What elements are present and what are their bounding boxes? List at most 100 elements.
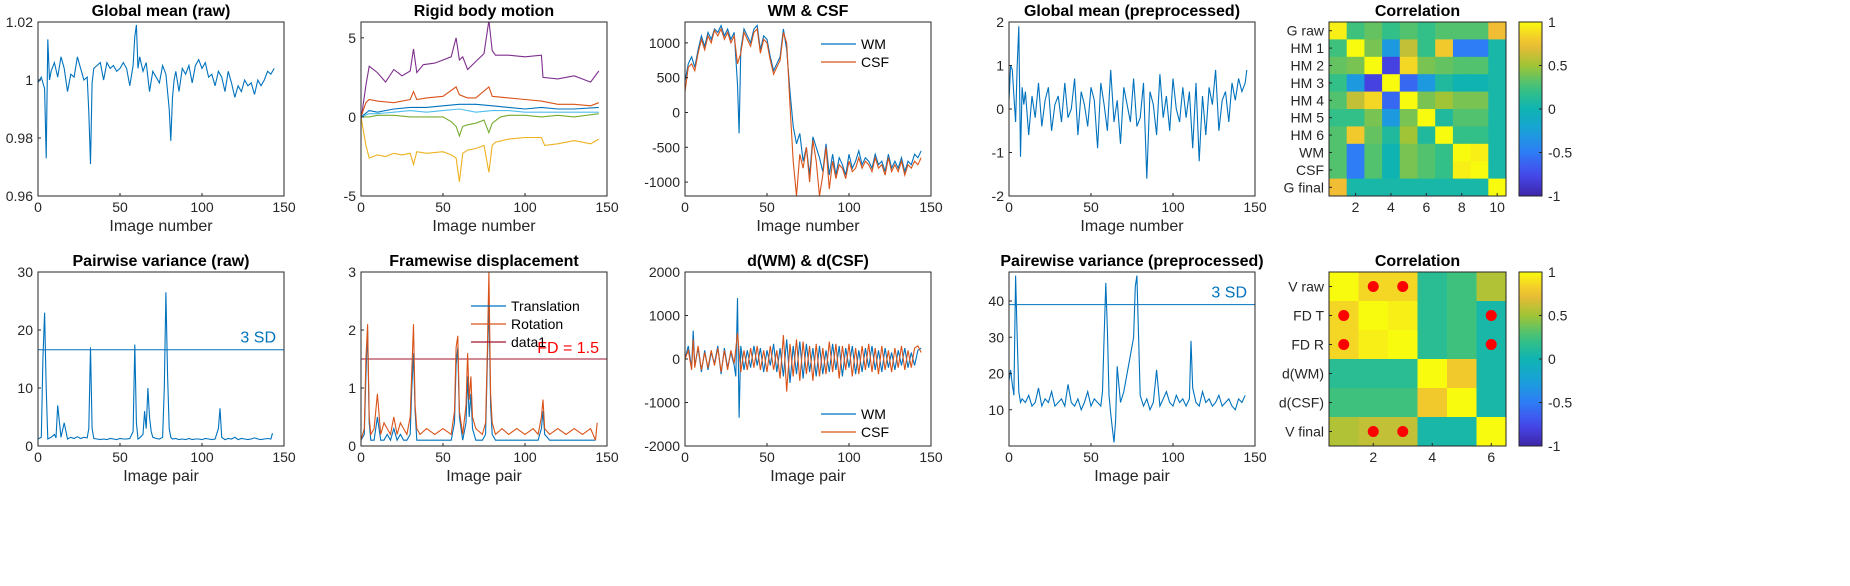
y-tick-label: 2000 [649, 264, 680, 280]
series-line-5 [361, 116, 600, 182]
heatmap-cell [1329, 22, 1348, 40]
heatmap-cell [1447, 272, 1477, 302]
significance-marker [1485, 310, 1497, 321]
heatmap-cell [1329, 74, 1348, 93]
x-tick-label: 150 [1243, 449, 1267, 465]
heatmap-cell [1417, 143, 1436, 162]
x-tick-label: 150 [919, 449, 943, 465]
plot-area [38, 272, 284, 446]
chart-title: Correlation [1375, 3, 1460, 20]
colorbar-tick-label: 0 [1548, 351, 1556, 367]
heatmap-cell [1488, 91, 1507, 110]
heatmap-cell [1329, 126, 1348, 145]
heatmap-cell [1417, 56, 1436, 75]
series-line-0 [38, 292, 274, 441]
heatmap-cell [1329, 388, 1359, 418]
row-label: WM [1299, 145, 1324, 161]
x-tick-label: 6 [1422, 199, 1430, 215]
row-label: G final [1284, 179, 1324, 195]
heatmap-cell [1435, 56, 1454, 75]
y-tick-label: 0 [25, 438, 33, 454]
heatmap-cell [1452, 178, 1472, 197]
heatmap-cell [1452, 126, 1472, 145]
chart-title: Pairewise variance (preprocessed) [1000, 253, 1263, 270]
x-axis-label: Image pair [446, 468, 522, 485]
x-tick-label: 50 [1083, 449, 1099, 465]
heatmap-cell [1470, 74, 1489, 93]
x-tick-label: 50 [1083, 199, 1099, 215]
significance-marker [1367, 281, 1379, 292]
heatmap-cell [1452, 143, 1472, 162]
heatmap-cell [1417, 161, 1436, 180]
heatmap-cell [1417, 301, 1448, 331]
heatmap-cell [1346, 56, 1365, 75]
x-axis-label: Image pair [770, 468, 846, 485]
heatmap-cell [1399, 91, 1418, 110]
heatmap-cell [1358, 330, 1389, 360]
y-tick-label: -2000 [644, 438, 680, 454]
colorbar-tick-label: 1 [1548, 14, 1556, 30]
chart-framewise-displacement: FD = 1.5 0 50 100 150 0 1 2 3 Framewise displacem… [348, 253, 619, 485]
heatmap-cell [1364, 91, 1383, 110]
y-tick-label: 10 [988, 402, 1004, 418]
heatmap-cell [1329, 417, 1359, 447]
heatmap-cell [1382, 178, 1401, 197]
plot-area [38, 22, 284, 196]
heatmap-cell [1382, 161, 1401, 180]
heatmap-cell [1329, 39, 1348, 58]
y-tick-label: 40 [988, 293, 1004, 309]
row-label: HM 2 [1291, 58, 1325, 74]
heatmap-cell [1435, 178, 1454, 197]
y-tick-label: 0 [348, 438, 356, 454]
x-tick-label: 50 [759, 199, 775, 215]
axes-box [1328, 21, 1507, 197]
series-line-0 [1009, 26, 1248, 179]
x-tick-label: 100 [190, 199, 214, 215]
x-tick-label: 4 [1428, 449, 1436, 465]
chart-pairwise-variance-raw: 3 SD 0 50 100 150 0 10 20 30 Pairwise variance (r… [17, 253, 295, 485]
heatmap-cell [1488, 161, 1507, 180]
colorbar [1518, 21, 1543, 197]
heatmap-cell [1417, 272, 1448, 302]
colorbar-tick-label: 0.5 [1548, 58, 1568, 74]
x-tick-label: 0 [681, 449, 689, 465]
heatmap-cell [1329, 359, 1359, 389]
y-tick-label: 5 [348, 30, 356, 46]
heatmap-cell [1358, 359, 1389, 389]
y-tick-label: 0 [672, 351, 680, 367]
chart-correlation-bottom: V raw FD T FD R d(WM) d(CSF) V final 2 4 6 Correl… [1279, 253, 1572, 465]
heatmap-cell [1452, 39, 1472, 58]
heatmap-cell [1346, 178, 1365, 197]
x-tick-label: 50 [435, 199, 451, 215]
series-group [1009, 275, 1246, 443]
heatmap-cell [1388, 388, 1418, 418]
legend-label: WM [861, 406, 886, 422]
heatmap-cell [1382, 39, 1401, 58]
heatmap-cell [1488, 178, 1507, 197]
heatmap-cell [1447, 388, 1477, 418]
x-tick-label: 50 [112, 199, 128, 215]
heatmap-cell [1382, 91, 1401, 110]
y-tick-label: 2 [348, 322, 356, 338]
colorbar-tick-label: 0.5 [1548, 308, 1568, 324]
heatmap-cell [1417, 330, 1448, 360]
series-line-0 [1009, 275, 1246, 443]
heatmap-cell [1470, 109, 1489, 127]
significance-marker [1397, 426, 1409, 437]
series-line-rotation [361, 272, 598, 441]
x-axis-label: Image number [432, 218, 536, 235]
y-tick-label: 0 [672, 104, 680, 120]
heatmap-cell [1452, 91, 1472, 110]
heatmap-cell [1435, 22, 1454, 40]
colorbar-tick-label: -1 [1548, 188, 1561, 204]
heatmap-cell [1476, 417, 1507, 447]
heatmap-cell [1417, 91, 1436, 110]
significance-marker [1485, 339, 1497, 350]
legend-label: Translation [511, 298, 580, 314]
series-line-2 [361, 103, 599, 118]
chart-title: Framewise displacement [389, 253, 579, 270]
x-tick-label: 50 [112, 449, 128, 465]
x-tick-label: 0 [34, 449, 42, 465]
heatmap-cell [1488, 74, 1507, 93]
